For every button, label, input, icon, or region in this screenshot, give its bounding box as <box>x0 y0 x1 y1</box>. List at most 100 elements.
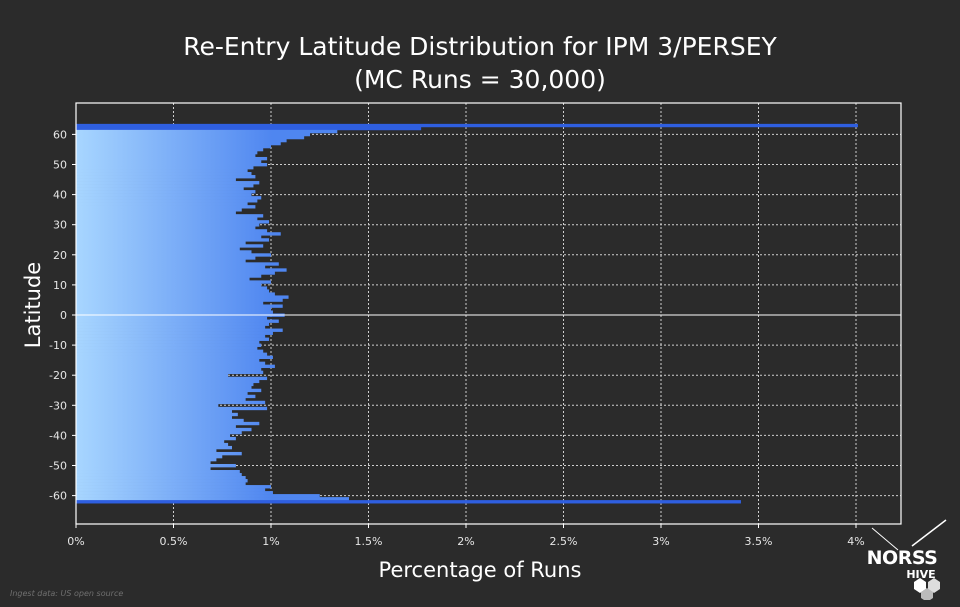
y-tick-label: -30 <box>49 399 67 412</box>
chart-title: Re-Entry Latitude Distribution for IPM 3… <box>0 30 960 96</box>
bar <box>76 226 256 230</box>
bar <box>76 277 250 281</box>
bar <box>76 500 741 504</box>
x-tick-label: 2% <box>457 535 474 548</box>
chart-title-line2: (MC Runs = 30,000) <box>354 65 606 94</box>
bar <box>76 430 242 435</box>
bar <box>76 144 271 149</box>
bar <box>76 364 275 369</box>
bar <box>76 482 246 486</box>
bar <box>76 385 252 390</box>
bar <box>76 448 217 453</box>
y-tick-label: 30 <box>53 219 67 232</box>
bar <box>76 310 273 314</box>
bar <box>76 439 225 444</box>
bar <box>76 454 223 459</box>
bar <box>76 153 256 158</box>
y-tick-label: 20 <box>53 249 67 262</box>
bar <box>76 409 232 414</box>
bar <box>76 394 256 399</box>
bar <box>76 400 266 405</box>
bar <box>76 138 287 143</box>
bar <box>76 485 271 489</box>
bar <box>76 217 258 221</box>
bar <box>76 123 858 128</box>
bar <box>76 159 262 164</box>
bar <box>76 491 273 495</box>
bar <box>76 316 268 320</box>
x-tick-label: 0% <box>67 535 84 548</box>
x-tick-label: 0.5% <box>160 535 188 548</box>
y-tick-label: -40 <box>49 429 67 442</box>
bar <box>76 211 236 215</box>
bar <box>76 460 211 465</box>
bar <box>76 147 264 152</box>
bar <box>76 346 258 350</box>
bar <box>76 181 260 185</box>
bar <box>76 406 268 411</box>
bar <box>76 370 264 375</box>
y-tick-label: 40 <box>53 189 67 202</box>
bar <box>76 391 248 396</box>
bar <box>76 322 270 326</box>
bar <box>76 223 260 227</box>
logo-subtext: HIVE <box>906 568 936 581</box>
bar <box>76 476 246 480</box>
bar <box>76 283 262 287</box>
bar <box>76 175 256 179</box>
bar <box>76 193 252 197</box>
bar <box>76 214 264 218</box>
x-tick-label: 3% <box>652 535 669 548</box>
bar <box>76 352 268 356</box>
bar <box>76 301 264 305</box>
bar <box>76 427 252 432</box>
footnote: Ingest data: US open source <box>10 589 124 598</box>
bar <box>76 187 244 191</box>
bar <box>76 259 246 263</box>
bar <box>76 295 289 299</box>
bar <box>76 208 242 212</box>
bar <box>76 220 270 224</box>
y-tick-label: -50 <box>49 460 67 473</box>
bar <box>76 473 242 477</box>
bar <box>76 355 273 359</box>
bars <box>76 123 858 504</box>
bar <box>76 331 273 335</box>
bar <box>76 253 271 257</box>
bar <box>76 262 279 266</box>
bar <box>76 150 258 155</box>
bar <box>76 235 262 239</box>
x-axis-ticks: 0% 0.5% 1% 1.5% 2% 2.5% 3% 3.5% 4% <box>67 524 865 548</box>
bar <box>76 488 266 492</box>
bar <box>76 340 260 344</box>
bar <box>76 325 266 329</box>
bar <box>76 256 256 260</box>
bar <box>76 298 283 302</box>
bar <box>76 229 268 233</box>
bar <box>76 358 260 363</box>
bar <box>76 250 252 254</box>
bar <box>76 244 264 248</box>
x-tick-label: 3.5% <box>745 535 773 548</box>
bar <box>76 421 260 426</box>
bar <box>76 367 262 372</box>
bar <box>76 292 275 296</box>
bar <box>76 238 270 242</box>
y-tick-label: 0 <box>60 309 67 322</box>
bar <box>76 463 236 468</box>
bar <box>76 457 217 462</box>
bar <box>76 205 256 209</box>
bar <box>76 169 248 173</box>
bar <box>76 470 240 474</box>
bar <box>76 337 270 341</box>
bar <box>76 280 271 284</box>
bar <box>76 397 246 402</box>
y-tick-label: -20 <box>49 369 67 382</box>
bar <box>76 436 236 441</box>
bar <box>76 388 262 393</box>
bar <box>76 232 281 236</box>
bar <box>76 418 244 423</box>
bar <box>76 247 240 251</box>
x-axis-title: Percentage of Runs <box>379 558 582 582</box>
logo-graphic <box>871 519 947 600</box>
